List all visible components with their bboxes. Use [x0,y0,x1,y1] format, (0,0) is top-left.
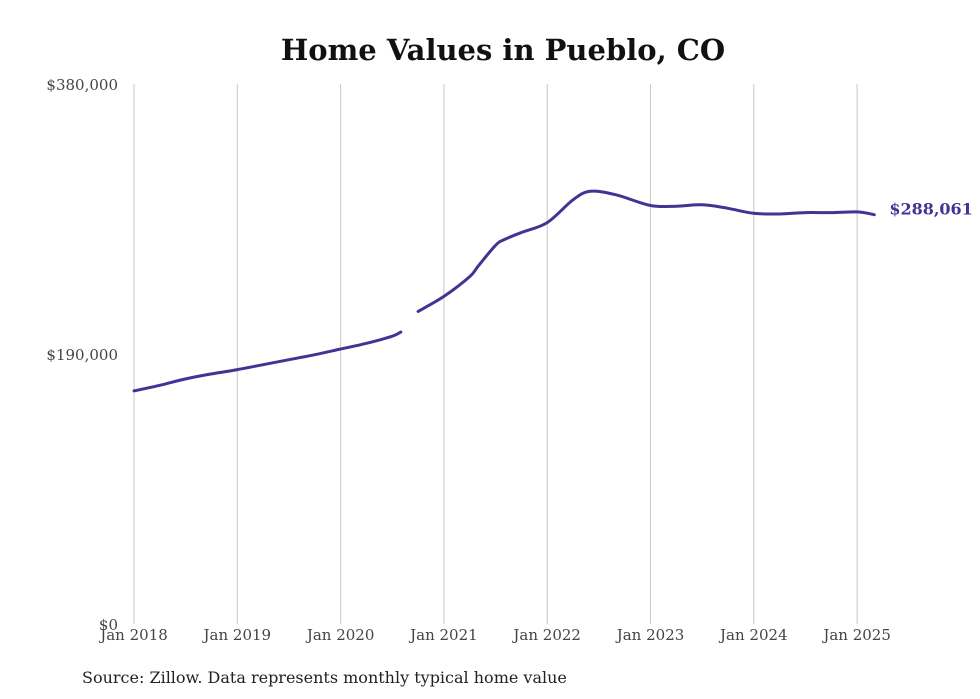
x-tick-label: Jan 2021 [408,626,478,644]
y-tick-label: $380,000 [46,76,118,94]
x-tick-label: Jan 2025 [821,626,891,644]
y-axis: $380,000 $190,000 $0 [46,76,118,634]
x-axis: Jan 2018 Jan 2019 Jan 2020 Jan 2021 Jan 2022… [98,626,891,644]
series-line [132,330,403,393]
y-tick-label: $190,000 [46,346,118,364]
source-note: Source: Zillow. Data represents monthly … [82,668,567,687]
x-tick-label: Jan 2019 [202,626,272,644]
x-tick-label: Jan 2020 [305,626,375,644]
x-tick-label: Jan 2024 [718,626,788,644]
x-tick-label: Jan 2022 [511,626,581,644]
y-tick-label: $0 [99,616,118,634]
series-line-group [132,189,876,393]
chart-title: Home Values in Pueblo, CO [281,33,725,67]
x-tick-label: Jan 2023 [615,626,685,644]
x-tick-label: Jan 2018 [98,626,168,644]
grid-lines [133,84,858,624]
end-value-label: $288,061 [889,200,973,219]
series-line [416,189,876,313]
